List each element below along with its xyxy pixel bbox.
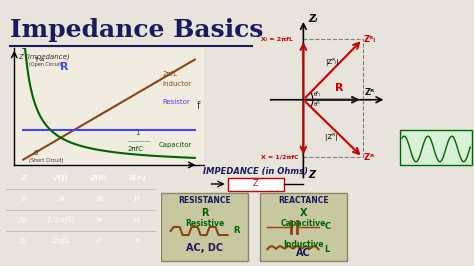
- Text: 0: 0: [134, 216, 139, 224]
- Text: Z(∞): Z(∞): [128, 174, 146, 182]
- Text: Z(0): Z(0): [91, 174, 107, 182]
- Text: Impedance Basics: Impedance Basics: [10, 18, 264, 42]
- Text: Zᴿₗ: Zᴿₗ: [364, 35, 376, 44]
- Text: Resistor: Resistor: [162, 99, 190, 105]
- Text: (Open Circuit): (Open Circuit): [29, 62, 64, 67]
- Text: Resistive: Resistive: [185, 219, 224, 228]
- Text: R: R: [335, 82, 343, 93]
- Text: 2πfL: 2πfL: [51, 237, 71, 245]
- Text: Z(f): Z(f): [54, 174, 68, 182]
- Text: Xₗ = 2πfL: Xₗ = 2πfL: [261, 37, 292, 42]
- Text: (Short Circuit): (Short Circuit): [29, 157, 64, 163]
- Text: Capacitive: Capacitive: [281, 219, 326, 228]
- Text: Z: Z: [253, 180, 259, 189]
- Text: 2πfC: 2πfC: [128, 146, 144, 152]
- Text: Z⁢: Z⁢: [308, 169, 315, 180]
- Text: X: X: [300, 208, 307, 218]
- Text: L: L: [324, 245, 329, 254]
- Text: Z: Z: [20, 174, 26, 182]
- Text: |Zᴿₗ|: |Zᴿₗ|: [325, 58, 338, 66]
- Text: Inductor: Inductor: [162, 81, 191, 87]
- Text: R: R: [233, 226, 240, 235]
- Text: AC, DC: AC, DC: [186, 243, 223, 253]
- Text: ↑∞: ↑∞: [33, 57, 45, 63]
- Text: R: R: [58, 195, 64, 203]
- Text: C: C: [324, 222, 330, 231]
- Text: 1/2πfC: 1/2πfC: [46, 216, 75, 224]
- Text: 0: 0: [33, 149, 37, 156]
- Text: AC: AC: [296, 248, 311, 258]
- Text: f: f: [197, 101, 200, 111]
- Text: Xₗ: Xₗ: [19, 237, 27, 245]
- Text: θᴿ⁢: θᴿ⁢: [314, 102, 319, 107]
- Text: Z (Impedance): Z (Impedance): [18, 54, 70, 60]
- Text: ∞: ∞: [133, 237, 140, 245]
- Text: RESISTANCE: RESISTANCE: [178, 196, 231, 205]
- Text: IMPEDANCE (in Ohms): IMPEDANCE (in Ohms): [203, 167, 309, 176]
- Text: R: R: [134, 195, 140, 203]
- Text: R: R: [60, 62, 68, 72]
- Text: |Zᴿ⁢|: |Zᴿ⁢|: [325, 133, 337, 141]
- Text: Zᴿ: Zᴿ: [365, 88, 375, 97]
- Text: 1: 1: [136, 130, 140, 136]
- Text: ∞: ∞: [95, 216, 102, 224]
- Text: Zᴿ⁢: Zᴿ⁢: [364, 153, 374, 162]
- Text: R: R: [96, 195, 102, 203]
- Text: ――――: ――――: [128, 139, 150, 144]
- Text: X⁢ = 1/2πfC: X⁢ = 1/2πfC: [261, 155, 298, 160]
- Text: Xₙ: Xₙ: [18, 216, 27, 224]
- Text: Zₗ: Zₗ: [308, 14, 318, 24]
- Text: R: R: [201, 208, 209, 218]
- Text: REACTANCE: REACTANCE: [278, 196, 328, 205]
- Text: Capacitor: Capacitor: [158, 142, 191, 148]
- Text: 0: 0: [96, 237, 101, 245]
- Text: 2πfL: 2πfL: [162, 71, 177, 77]
- Text: R: R: [20, 195, 26, 203]
- Text: θᴿₗ: θᴿₗ: [314, 92, 320, 97]
- Text: Inductive: Inductive: [283, 240, 324, 249]
